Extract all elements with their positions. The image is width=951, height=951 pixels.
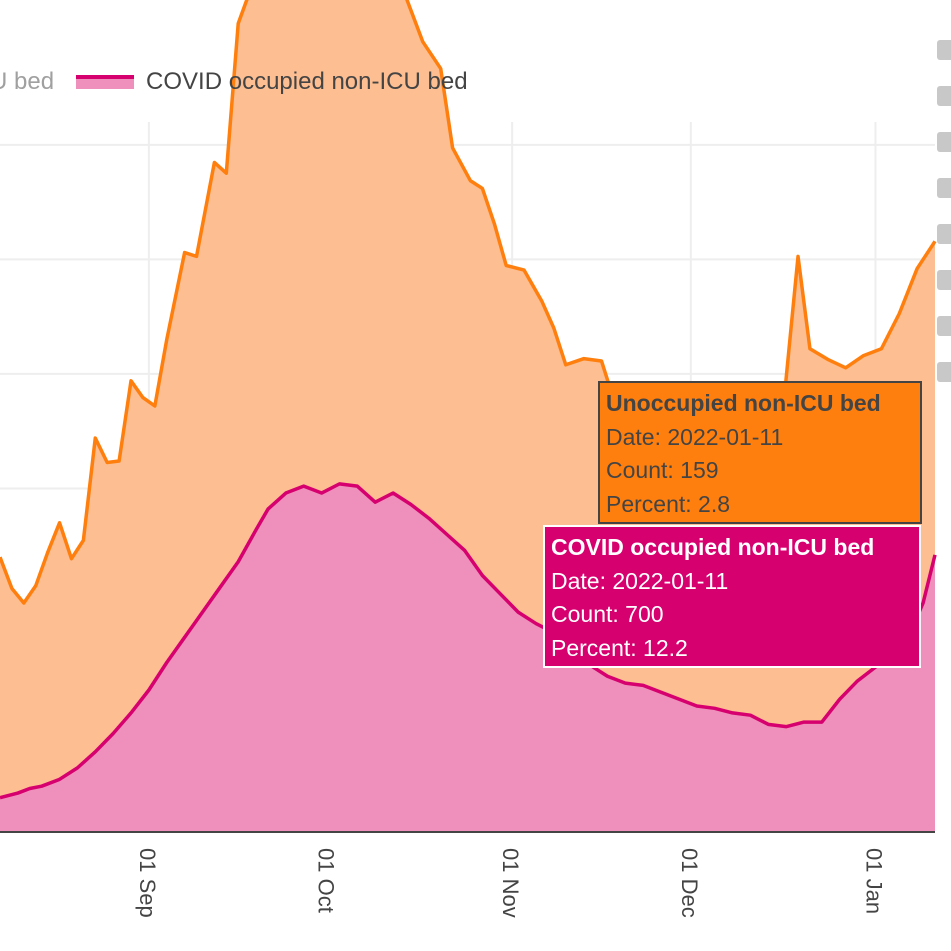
tooltip-unoccupied: Unoccupied non-ICU bed Date: 2022-01-11 … [598,381,922,524]
tooltip-covid-count: Count: 700 [551,601,664,627]
tooltip-covid-title: COVID occupied non-ICU bed [551,534,875,560]
legend-swatch-covid [76,75,135,89]
legend: -ICU bed COVID occupied non-ICU bed [0,64,468,100]
zoom-out-icon[interactable] [937,224,951,244]
x-axis: 01 Sep 01 Oct 01 Nov 01 Dec 01 Jan [0,831,935,918]
line-covid[interactable] [0,482,937,800]
legend-label-unoccupied: -ICU bed [0,68,55,95]
tooltip-covid-percent: Percent: 12.2 [551,634,688,661]
spike-lines-icon[interactable] [937,362,951,382]
x-tick-label: 01 Nov [498,848,523,918]
tooltip-unoccupied-percent: Percent: 2.8 [606,490,731,517]
x-tick-label: 01 Oct [314,848,339,913]
tooltip-covid: COVID occupied non-ICU bed Date: 2022-01… [543,525,921,668]
download-icon[interactable] [937,40,951,60]
modebar [937,40,951,408]
zoom-in-icon[interactable] [937,178,951,198]
tooltip-unoccupied-date: Date: 2022-01-11 [606,423,784,450]
legend-item-unoccupied[interactable]: -ICU bed [0,68,54,96]
zoom-icon[interactable] [937,86,951,106]
legend-item-covid[interactable]: COVID occupied non-ICU bed [76,68,468,96]
x-tick-label: 01 Jan [861,848,886,914]
x-tick-label: 01 Sep [135,848,160,918]
reset-axes-icon[interactable] [937,316,951,336]
tooltip-unoccupied-title: Unoccupied non-ICU bed [606,390,881,416]
x-tick-label: 01 Dec [677,848,702,918]
legend-label-covid: COVID occupied non-ICU bed [146,68,468,95]
pan-icon[interactable] [937,132,951,152]
autoscale-icon[interactable] [937,270,951,290]
tooltip-covid-date: Date: 2022-01-11 [551,567,729,594]
tooltip-unoccupied-count: Count: 159 [606,457,719,483]
